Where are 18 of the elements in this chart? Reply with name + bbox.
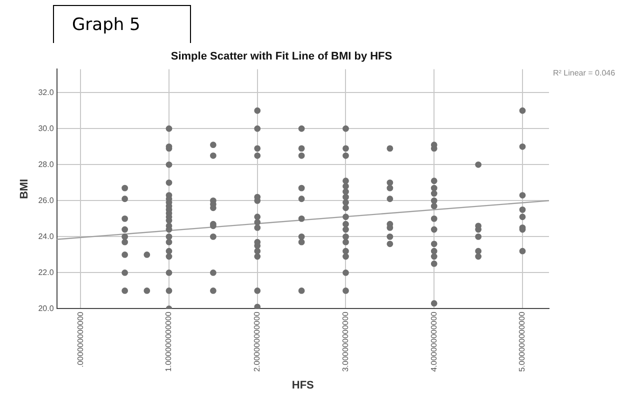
caption: Graph 5	[53, 5, 191, 43]
y-tick-label: 26.0	[38, 196, 54, 205]
x-tick-label: 4.000000000000	[429, 311, 438, 372]
text: R² Linear = 0.046	[553, 68, 616, 78]
x-tick-label: 2.000000000000	[252, 311, 262, 372]
chart-title: Simple Scatter with Fit Line of BMI by HFS	[170, 50, 392, 63]
y-tick-label: 24.0	[38, 232, 54, 241]
y-tick-label: 30.0	[38, 124, 54, 133]
y-tick-label: 28.0	[38, 160, 54, 169]
y-tick-label: 20.0	[38, 304, 54, 313]
y-axis-title: BMI	[18, 178, 31, 200]
y-tick-label: 32.0	[38, 88, 54, 97]
x-tick-label: .000000000000	[76, 311, 85, 368]
x-axis-title: HFS	[292, 379, 314, 392]
x-tick-label: 3.000000000000	[340, 311, 350, 372]
x-tick-label: 5.000000000000	[518, 311, 527, 372]
y-tick-label: 22.0	[38, 268, 54, 277]
x-tick-label: 1.000000000000	[164, 311, 174, 372]
